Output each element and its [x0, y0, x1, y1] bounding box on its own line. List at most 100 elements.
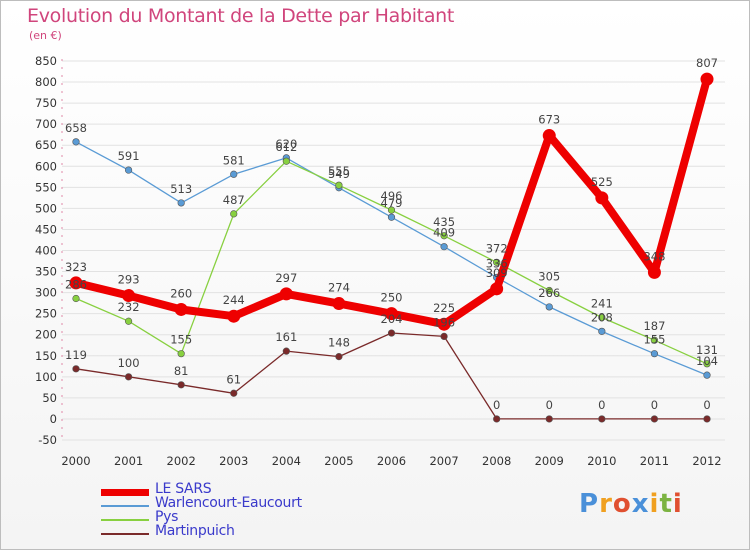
data-point [227, 309, 241, 323]
data-label: 208 [591, 310, 613, 324]
data-point [69, 276, 83, 290]
data-label: 225 [433, 301, 455, 315]
chart-subtitle: (en €) [29, 29, 62, 42]
data-point [387, 213, 396, 221]
data-label: 187 [643, 319, 665, 333]
x-tick-label: 2011 [640, 454, 669, 468]
legend-swatch [101, 533, 149, 535]
logo-letter: r [599, 489, 613, 519]
data-label: 196 [433, 315, 455, 329]
logo-letter: t [659, 489, 673, 519]
y-tick-label: 550 [35, 180, 57, 194]
data-label: 612 [275, 140, 297, 154]
data-point [598, 415, 606, 423]
data-label: 348 [643, 249, 665, 263]
y-tick-label: -50 [38, 433, 57, 447]
data-label: 409 [433, 226, 455, 240]
data-label: 204 [381, 312, 403, 326]
data-label: 244 [223, 293, 245, 307]
legend-label: LE SARS [155, 481, 212, 497]
y-tick-label: 400 [35, 244, 57, 258]
y-tick-label: 850 [35, 54, 57, 68]
y-tick-label: 250 [35, 307, 57, 321]
data-point [545, 303, 553, 311]
data-point [440, 232, 448, 240]
legend-swatch [101, 488, 149, 496]
data-point [72, 138, 80, 146]
data-point [177, 199, 185, 207]
x-tick-label: 2010 [587, 454, 616, 468]
legend-label: Martinpuich [155, 523, 235, 539]
data-label: 620 [275, 137, 297, 151]
x-tick-label: 2000 [61, 454, 90, 468]
data-point [335, 353, 343, 361]
data-label: 0 [651, 398, 658, 412]
data-label: 155 [170, 333, 192, 347]
data-label: 250 [381, 291, 403, 305]
y-tick-label: 650 [35, 138, 57, 152]
data-point [332, 297, 346, 311]
data-label: 496 [381, 189, 403, 203]
logo-letter: P [579, 489, 600, 519]
data-point [230, 389, 238, 397]
data-label: 513 [170, 182, 192, 196]
x-tick-label: 2007 [429, 454, 458, 468]
data-point [595, 191, 609, 205]
data-point [335, 181, 343, 189]
data-point [703, 415, 711, 423]
data-point [387, 206, 396, 214]
chart-title: Evolution du Montant de la Dette par Hab… [27, 5, 455, 27]
data-point [703, 360, 711, 368]
data-label: 807 [696, 56, 718, 70]
data-point [440, 332, 448, 341]
data-point [230, 210, 238, 218]
data-label: 0 [546, 398, 553, 412]
logo-letter: i [672, 489, 683, 519]
data-label: 435 [433, 215, 455, 229]
data-label: 479 [381, 196, 403, 210]
data-label: 581 [223, 153, 245, 167]
y-tick-label: 500 [35, 201, 57, 215]
data-point [124, 317, 133, 325]
x-tick-label: 2004 [272, 454, 301, 468]
x-tick-label: 2001 [114, 454, 143, 468]
data-point [650, 415, 659, 423]
y-tick-label: 800 [35, 75, 57, 89]
data-point [598, 327, 606, 335]
logo-letter: i [649, 489, 660, 519]
y-tick-label: 700 [35, 117, 57, 131]
x-tick-label: 2009 [535, 454, 564, 468]
data-point [72, 294, 80, 303]
data-point [598, 313, 606, 322]
legend-label: Pys [155, 509, 179, 525]
data-label: 81 [174, 364, 189, 378]
data-point [279, 287, 293, 301]
logo-letter: x [631, 489, 650, 519]
data-point [72, 365, 80, 373]
data-point [545, 415, 553, 423]
data-label: 266 [538, 286, 560, 300]
legend-label: Warlencourt-Eaucourt [155, 495, 302, 511]
data-label: 286 [65, 278, 87, 292]
data-point [437, 317, 451, 331]
data-point [230, 170, 238, 178]
y-tick-label: 150 [35, 349, 57, 363]
data-point [493, 415, 501, 423]
data-label: 305 [538, 270, 560, 284]
y-tick-label: 50 [42, 391, 57, 405]
data-label: 549 [328, 167, 350, 181]
data-point [124, 373, 133, 381]
data-label: 131 [696, 343, 718, 357]
data-label: 673 [538, 113, 560, 127]
x-tick-label: 2008 [482, 454, 511, 468]
x-tick-label: 2003 [219, 454, 248, 468]
logo-letter: o [612, 489, 632, 519]
data-label: 232 [118, 300, 140, 314]
data-point [650, 350, 659, 358]
data-label: 658 [65, 121, 87, 135]
data-label: 0 [703, 398, 710, 412]
data-label: 309 [486, 266, 508, 280]
data-point [545, 286, 553, 295]
